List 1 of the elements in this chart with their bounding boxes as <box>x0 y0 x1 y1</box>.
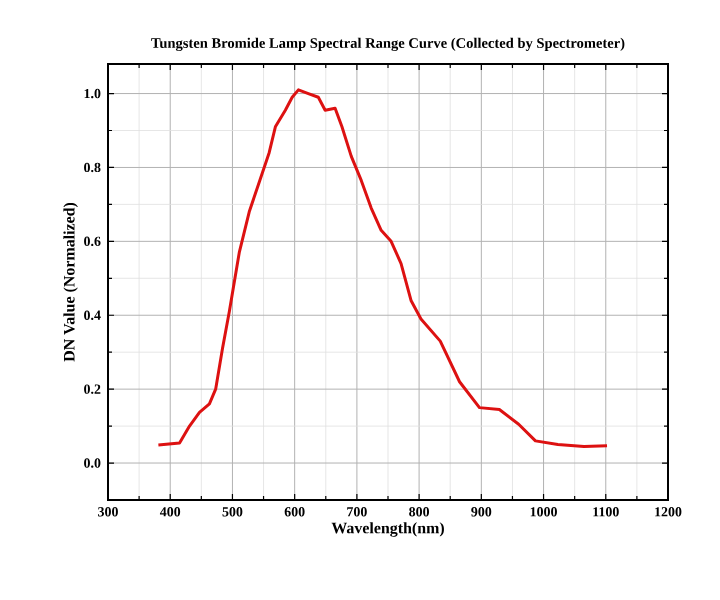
line-series <box>156 88 609 448</box>
